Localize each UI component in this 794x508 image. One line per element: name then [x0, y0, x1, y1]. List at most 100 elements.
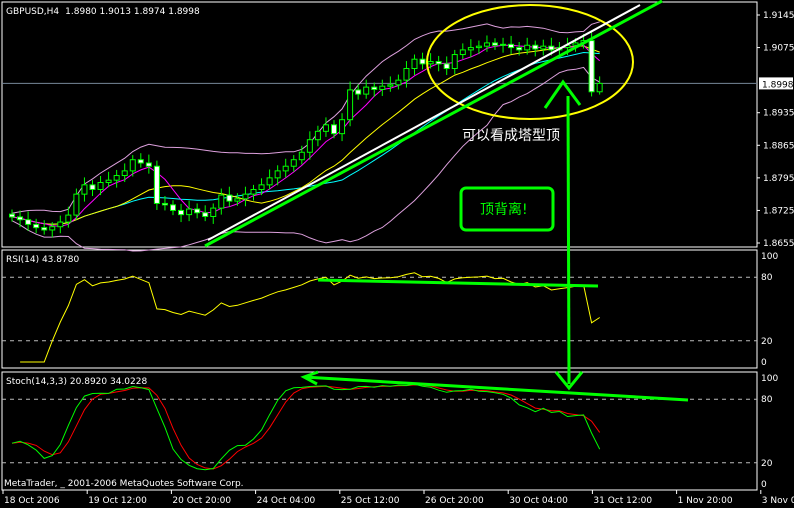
- candle-body: [73, 193, 80, 216]
- candle-body: [322, 124, 329, 132]
- candle-body: [81, 184, 88, 195]
- rsi-panel: [1, 249, 758, 369]
- candle-body: [306, 139, 313, 153]
- candle-body: [314, 130, 321, 141]
- y-tick-label: 1.9145: [763, 11, 794, 21]
- candle-body: [218, 194, 225, 209]
- x-tick-label: 20 Oct 20:00: [172, 496, 231, 506]
- x-tick-label: 24 Oct 04:00: [257, 496, 316, 506]
- down-arrow-icon: [554, 371, 584, 391]
- candle-body: [331, 124, 337, 135]
- candle-body: [475, 45, 482, 49]
- candle-body: [57, 221, 64, 228]
- x-tick-label: 1 Nov 20:00: [678, 496, 733, 506]
- x-tick-label: 26 Oct 20:00: [425, 496, 484, 506]
- candle-body: [411, 58, 418, 70]
- divergence-label: 顶背离!: [480, 201, 528, 218]
- candle-body: [65, 214, 72, 223]
- candle-body: [25, 219, 32, 225]
- y-tick-label: 0: [761, 358, 767, 368]
- candle-body: [97, 182, 104, 190]
- candle-body: [516, 47, 523, 51]
- candle-body: [170, 204, 176, 211]
- candle-body: [443, 63, 450, 70]
- candle-body: [588, 40, 595, 93]
- candle-body: [242, 193, 249, 200]
- candle-body: [387, 84, 394, 87]
- x-tick-label: 3 Nov 04:00: [762, 496, 794, 506]
- y-tick-label: 100: [761, 374, 778, 384]
- y-tick-label: 1.8935: [763, 109, 794, 119]
- copyright-label: MetaTrader, _ 2001-2006 MetaQuotes Softw…: [4, 479, 244, 489]
- candle-body: [403, 68, 410, 81]
- symbol-label: GBPUSD,H4 1.8980 1.9013 1.8974 1.8998: [6, 7, 200, 17]
- rsi-label: RSI(14) 43.8780: [6, 255, 79, 265]
- candle-body: [250, 188, 257, 195]
- candle-body: [9, 213, 15, 218]
- candle-body: [210, 207, 217, 217]
- candle-body: [540, 45, 547, 50]
- stoch-signal-line: [11, 384, 601, 470]
- stoch-label: Stoch(14,3,3) 20.8920 34.0228: [6, 377, 147, 387]
- current-price-box: [759, 77, 793, 90]
- candle-body: [419, 58, 426, 65]
- candle-body: [49, 226, 56, 231]
- candle-body: [435, 61, 442, 65]
- stoch-trendline: [303, 375, 689, 402]
- candle-body: [258, 184, 265, 190]
- candle-body: [17, 216, 24, 221]
- candle-body: [459, 49, 466, 56]
- y-tick-label: 1.9075: [763, 44, 794, 54]
- up-arrow-icon: [543, 79, 582, 109]
- candle-body: [347, 89, 354, 121]
- stoch-main-line: [11, 383, 601, 471]
- candle-body: [298, 151, 305, 161]
- candle-body: [129, 159, 136, 172]
- y-tick-label: 80: [761, 273, 773, 283]
- bollinger-upper: [11, 21, 600, 214]
- candle-body: [500, 43, 507, 46]
- x-tick-label: 18 Oct 2006: [4, 496, 60, 506]
- candle-body: [532, 44, 539, 50]
- x-tick-label: 31 Oct 12:00: [593, 496, 652, 506]
- candle-body: [508, 43, 515, 49]
- vertical-arrow-line: [566, 95, 571, 385]
- candle-body: [186, 208, 193, 216]
- x-tick-label: 19 Oct 12:00: [88, 496, 147, 506]
- y-tick-label: 1.8795: [763, 174, 794, 184]
- candle-body: [33, 223, 40, 229]
- tower-top-ellipse: [426, 4, 634, 120]
- stoch-panel: [1, 371, 758, 491]
- candle-body: [89, 184, 96, 190]
- candle-body: [194, 208, 201, 214]
- y-tick-label: 1.8865: [763, 141, 794, 151]
- candle-body: [483, 42, 490, 47]
- candle-body: [226, 194, 233, 202]
- y-tick-label: 20: [761, 337, 773, 347]
- candle-body: [548, 45, 555, 51]
- ma-mid: [11, 45, 600, 225]
- candle-body: [105, 179, 112, 184]
- y-tick-label: 20: [761, 459, 773, 469]
- candle-body: [41, 227, 48, 231]
- candle-body: [395, 79, 402, 86]
- candle-body: [427, 61, 434, 65]
- candle-body: [371, 86, 378, 90]
- candle-body: [178, 209, 185, 216]
- candle-body: [339, 119, 346, 135]
- candle-body: [451, 54, 458, 70]
- candle-body: [145, 162, 152, 167]
- candle-body: [355, 89, 362, 95]
- x-tick-label: 25 Oct 12:00: [341, 496, 400, 506]
- candle-body: [290, 159, 297, 167]
- candle-body: [113, 175, 120, 181]
- bollinger-lower: [11, 66, 600, 252]
- rsi-line: [20, 272, 600, 363]
- y-tick-label: 0: [761, 480, 767, 490]
- white-trendline: [207, 4, 641, 241]
- candle-body: [202, 212, 209, 217]
- candle-body: [492, 42, 498, 46]
- green-trendline: [204, 0, 663, 248]
- candle-body: [596, 82, 603, 93]
